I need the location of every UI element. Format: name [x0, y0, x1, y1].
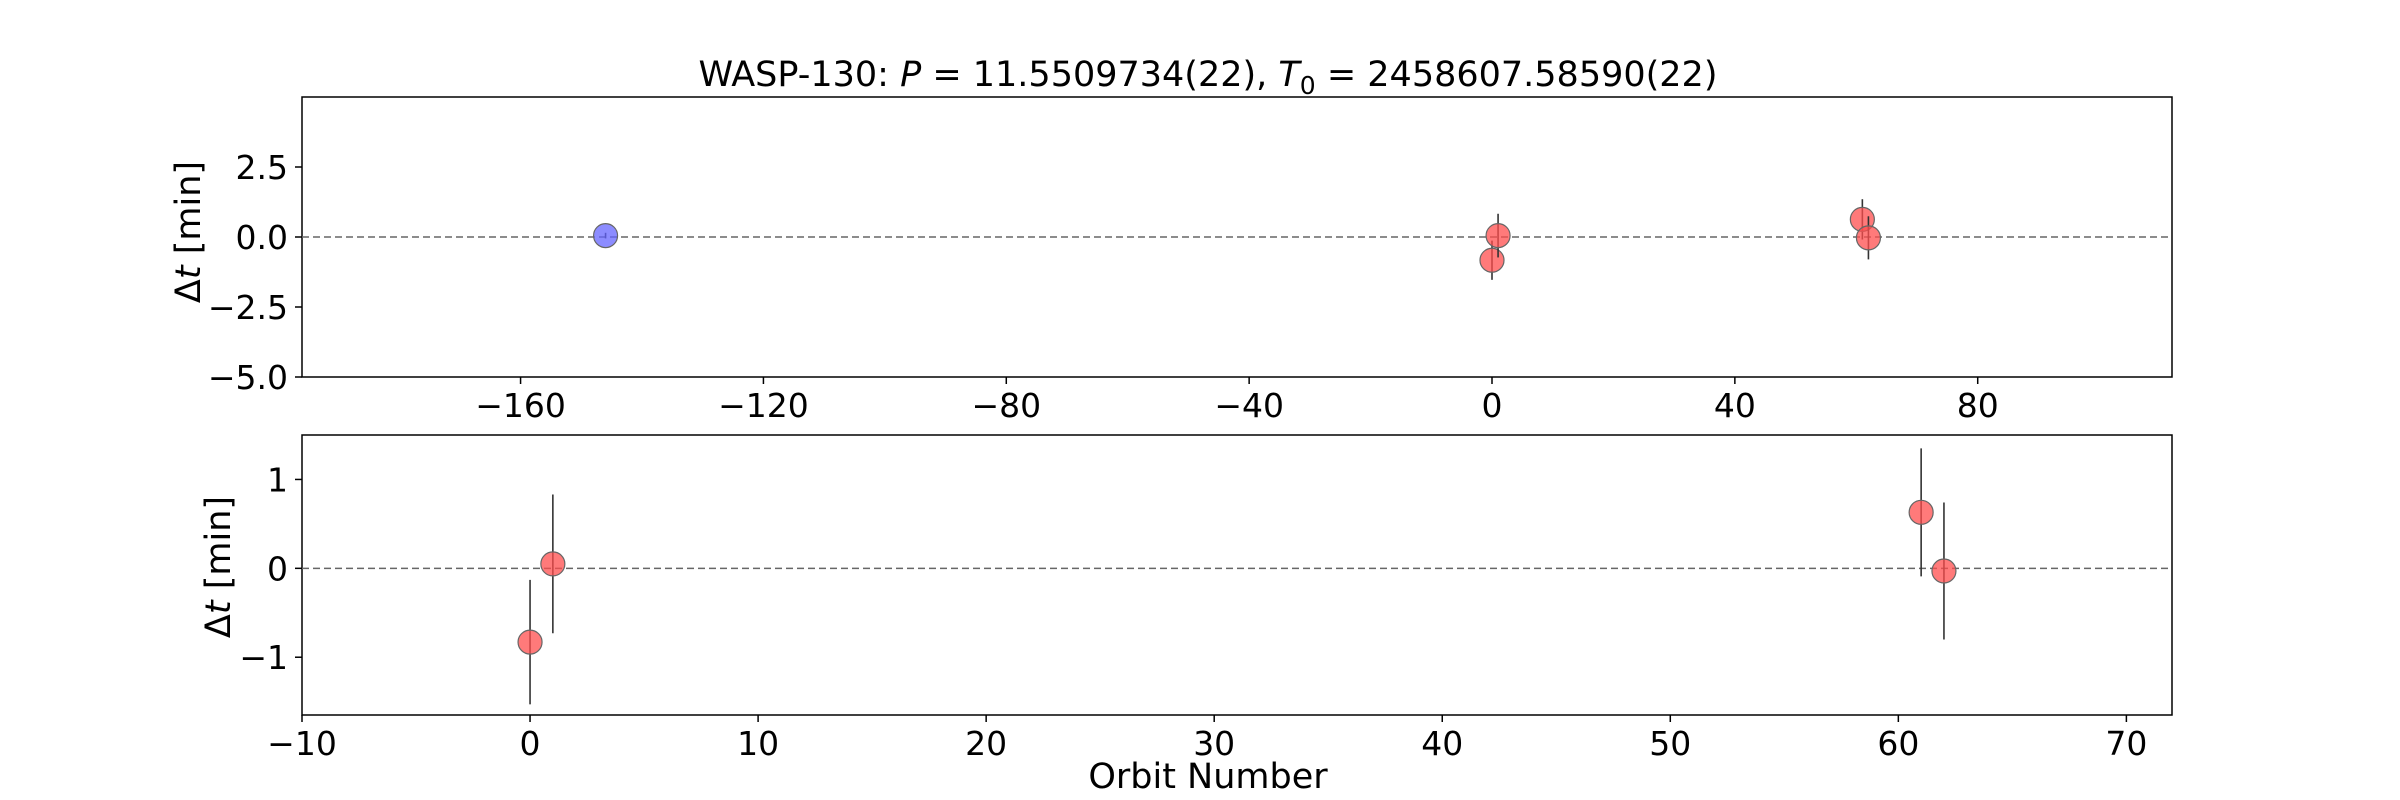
- bottom-axes-frame: [301, 434, 2173, 716]
- top-data-point: [1479, 247, 1505, 273]
- bottom-y-tick-label: 0: [267, 549, 288, 588]
- top-data-point: [1855, 225, 1882, 251]
- top-x-tick-label: 80: [1957, 386, 1999, 425]
- bottom-x-tick-label: 50: [1649, 724, 1691, 763]
- top-x-tick-label: −80: [971, 386, 1041, 425]
- bottom-data-point: [540, 551, 566, 577]
- bottom-x-tick-label: 20: [965, 724, 1007, 763]
- bottom-x-tick-label: −10: [267, 724, 337, 763]
- bottom-x-tick-label: 60: [1877, 724, 1919, 763]
- bottom-x-tick-label: 30: [1193, 724, 1235, 763]
- top-x-tick-label: −40: [1214, 386, 1284, 425]
- top-x-tick-label: 40: [1714, 386, 1756, 425]
- bottom-y-tick-label: 1: [267, 460, 288, 499]
- top-data-point: [1485, 223, 1511, 249]
- bottom-x-tick-label: 0: [520, 724, 541, 763]
- bottom-data-point: [1908, 499, 1934, 525]
- top-x-tick-label: −160: [475, 386, 566, 425]
- top-x-tick-label: −120: [718, 386, 809, 425]
- bottom-x-axis-label: Orbit Number: [1088, 757, 1328, 797]
- bottom-x-tick-label: 70: [2105, 724, 2147, 763]
- top-y-tick-label: −5.0: [208, 358, 288, 397]
- bottom-y-tick-label: −1: [239, 638, 288, 677]
- top-panel: −160 −120 −80 −40 0 40 80 2.5 0.0 −2.5 −5.0: [208, 96, 2173, 425]
- top-y-tick-label: 2.5: [236, 148, 288, 187]
- bottom-data-point: [1931, 558, 1957, 584]
- top-y-axis-label: Δt [min]: [169, 161, 209, 303]
- top-y-tick-label: −2.5: [208, 288, 288, 327]
- bottom-y-axis-label: Δt [min]: [199, 496, 239, 638]
- bottom-data-point: [517, 629, 543, 655]
- top-x-tick-label: 0: [1482, 386, 1503, 425]
- figure-title: WASP-130: P = 11.5509734(22), T0 = 24586…: [699, 55, 1718, 100]
- bottom-x-tick-label: 40: [1421, 724, 1463, 763]
- bottom-x-tick-label: 10: [737, 724, 779, 763]
- top-data-point: [592, 223, 619, 249]
- top-y-tick-label: 0.0: [236, 218, 288, 257]
